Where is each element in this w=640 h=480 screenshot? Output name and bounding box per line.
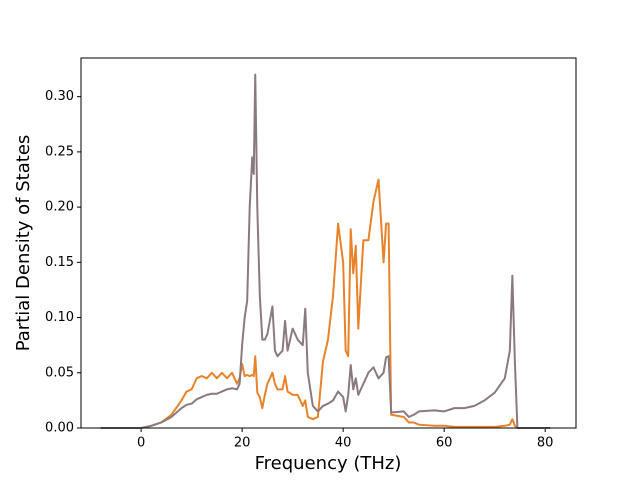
- y-tick-label: 0.15: [45, 255, 74, 270]
- y-tick-label: 0.30: [45, 89, 74, 104]
- x-tick-label: 60: [436, 436, 453, 451]
- y-tick-label: 0.20: [45, 200, 74, 215]
- y-tick-label: 0.25: [45, 144, 74, 159]
- x-tick-label: 20: [234, 436, 251, 451]
- y-tick-label: 0.10: [45, 310, 74, 325]
- x-axis-label: Frequency (THz): [255, 453, 402, 474]
- y-tick-label: 0.05: [45, 365, 74, 380]
- series-line: [100, 178, 551, 429]
- series-line: [100, 73, 551, 429]
- x-tick-label: 40: [335, 436, 352, 451]
- plot-frame: [80, 57, 577, 429]
- y-axis-label: Partial Density of States: [13, 135, 34, 352]
- x-tick-label: 80: [537, 436, 554, 451]
- y-tick-label: 0.00: [45, 421, 74, 436]
- x-tick-label: 0: [137, 436, 145, 451]
